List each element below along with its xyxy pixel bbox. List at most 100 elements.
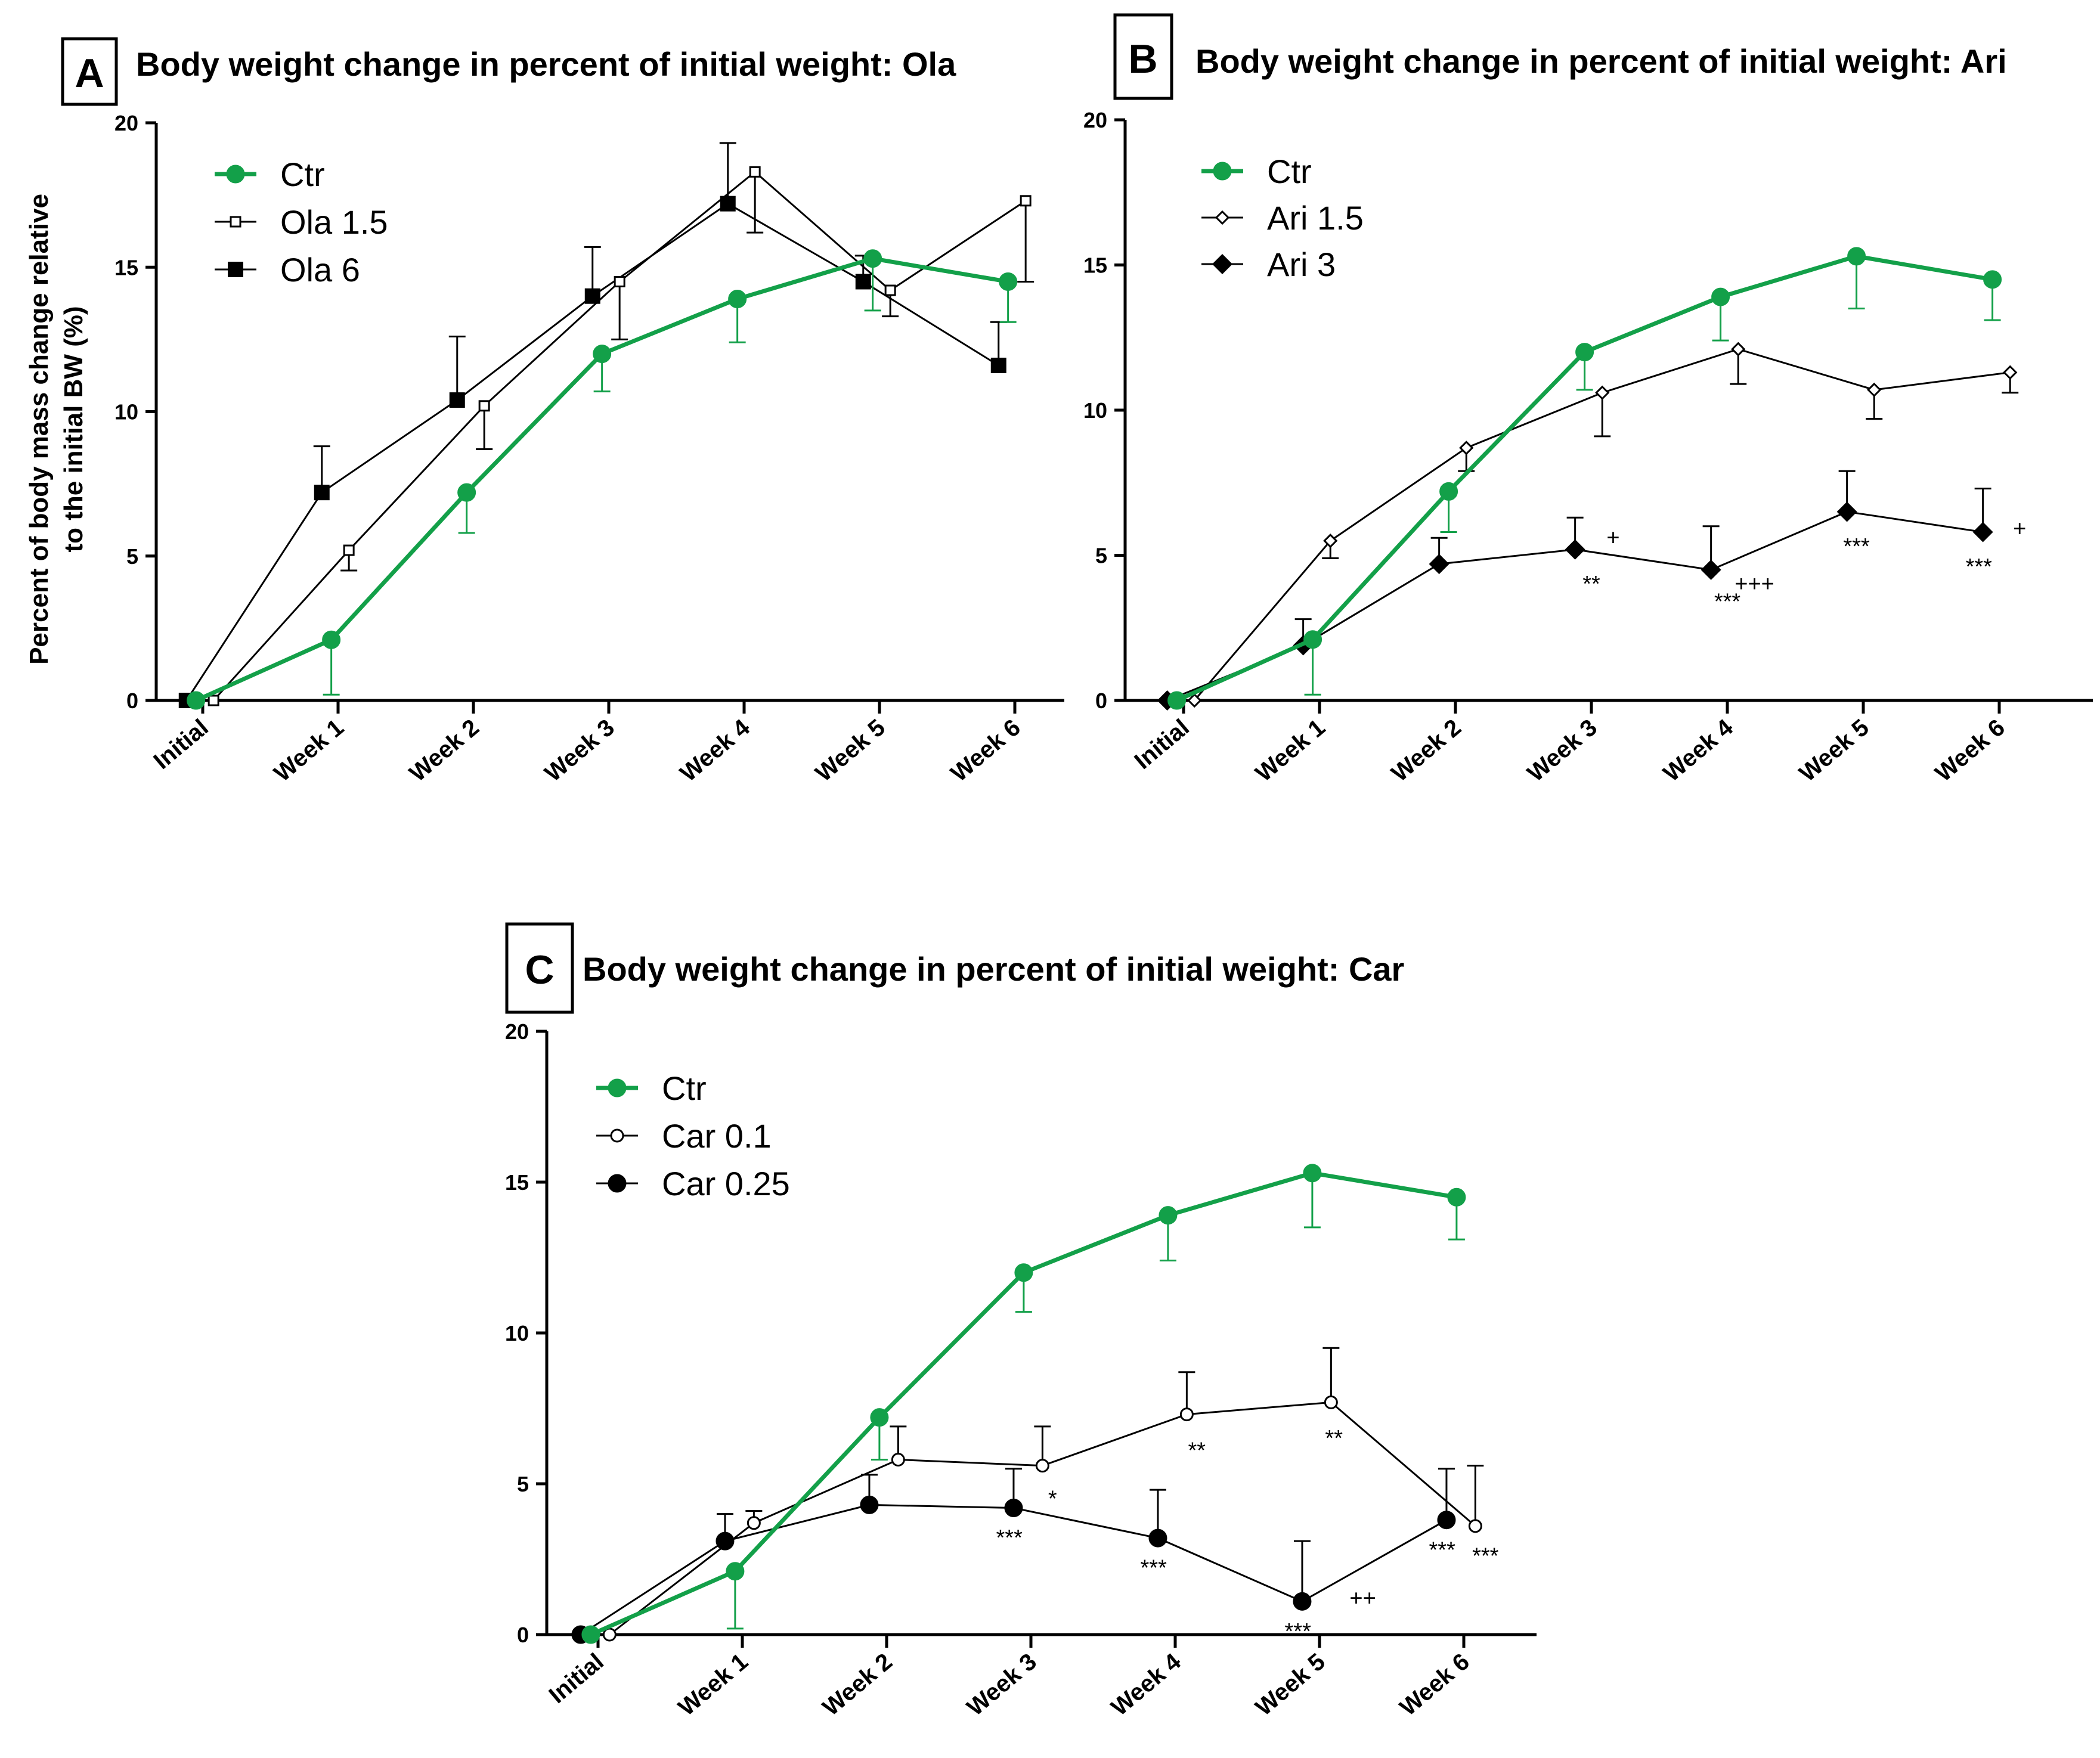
data-point [322,630,341,649]
series-line [1176,254,1993,703]
data-point [343,544,355,556]
data-point [1701,559,1721,580]
data-point [207,694,219,706]
y-tick-label: 15 [1083,253,1107,278]
y-tick-label: 5 [517,1472,529,1496]
significance-label: *** [1714,589,1741,614]
data-point [726,1562,745,1581]
legend-marker [226,165,245,184]
chart-title: Body weight change in percent of initial… [583,950,1404,988]
x-tick-label: Week 3 [540,714,619,787]
data-point [593,345,612,364]
series-ctr [581,1164,1466,1644]
y-tick-label: 20 [1083,108,1107,132]
x-tick-label: Initial [544,1648,608,1709]
significance-label: *** [1429,1537,1456,1562]
panel-letter-box [61,37,118,106]
legend-item: Ola 1.5 [215,203,388,241]
data-point [1847,247,1866,266]
x-tick-label: Initial [1129,714,1194,774]
legend-item: Ctr [215,156,325,193]
x-tick-label: Initial [148,714,213,774]
data-point [1148,1528,1167,1548]
legend-label: Ctr [280,156,325,193]
x-tick-label: Week 1 [673,1648,752,1721]
legend-marker [608,1078,627,1097]
y-tick-label: 10 [1083,398,1107,423]
data-point [314,485,330,501]
data-point [884,284,896,296]
legend-label: Ctr [1267,153,1312,190]
series-car-0-25 [571,1468,1456,1644]
x-tick-label: Week 4 [1106,1648,1186,1721]
significance-label: *** [1141,1556,1167,1581]
panel-c: C Body weight change in percent of initi… [505,922,1404,1014]
panel-letter: C [525,947,554,993]
x-tick-label: Week 2 [817,1648,897,1721]
data-point [747,1516,761,1530]
x-tick-label: Week 6 [1395,1648,1474,1721]
y-tick-label: 15 [505,1170,529,1195]
x-tick-label: Week 2 [404,714,484,787]
data-point [1983,270,2002,289]
x-tick-label: Week 5 [1250,1648,1330,1721]
series-ctr [1167,247,2002,710]
data-point [716,1531,735,1551]
data-point [449,392,465,408]
data-point [1437,1511,1456,1530]
legend-label: Car 0.1 [662,1117,772,1155]
data-point [1014,1263,1033,1282]
legend-marker [228,262,243,277]
data-point [855,274,871,290]
y-axis-label-line1: Percent of body mass change relative [24,194,54,665]
data-point [187,691,206,710]
significance-label: ** [1325,1426,1343,1451]
x-tick-label: Week 3 [1522,714,1602,787]
data-point [581,1625,600,1644]
significance-label: ** [1188,1438,1206,1463]
legend-item: Car 0.25 [596,1165,790,1202]
data-point [1595,385,1610,400]
data-point [1324,1395,1338,1409]
y-tick-label: 20 [505,1019,529,1044]
significance-label: *** [1966,554,1993,579]
plot-A: 0 5 10 15 20 Initial Week 1 Week 2 Week 3 Week 4 W… [114,111,1064,787]
legend-marker [1212,254,1232,274]
data-point [1867,382,1882,398]
series-ari-1-5 [1187,342,2019,708]
legend-marker [608,1174,627,1193]
data-point [1565,539,1585,560]
data-point [1303,630,1322,649]
x-tick-label: Week 4 [675,714,755,787]
y-tick-label: 20 [114,111,138,135]
data-point [614,275,625,287]
significance-label: +++ [1734,572,1774,597]
legend-label: Ari 3 [1267,246,1336,283]
significance-label: *** [1472,1543,1499,1568]
data-point [1035,1459,1049,1473]
significance-label: *** [1285,1619,1312,1644]
significance-label: ++ [1349,1586,1376,1611]
data-point [1575,343,1594,362]
data-point [728,290,747,309]
data-point [1293,1592,1312,1611]
significance-label: + [2013,517,2026,542]
legend-label: Ola 6 [280,251,360,289]
series-ari-3 [1157,470,1993,711]
data-point [1459,441,1474,455]
legend-marker [1213,162,1232,181]
panel-letter-box [505,922,574,1014]
legend-label: Ola 1.5 [280,203,388,241]
y-tick-label: 10 [114,400,138,424]
x-tick-label: Week 3 [962,1648,1041,1721]
plot-B: 0 5 10 15 20 Initial Week 1 Week 2 Week 3 Week 4 W… [1083,108,2093,787]
x-tick-label: Week 2 [1386,714,1466,787]
y-tick-label: 15 [114,255,138,280]
panel-letter: A [75,51,104,96]
data-point [1429,554,1449,575]
panel-b: B Body weight change in percent of initi… [1113,13,2007,100]
legend-label: Ari 1.5 [1267,199,1364,237]
data-point [1468,1519,1482,1533]
legend-item: Ari 1.5 [1201,199,1364,237]
legend-item: Car 0.1 [596,1117,772,1155]
